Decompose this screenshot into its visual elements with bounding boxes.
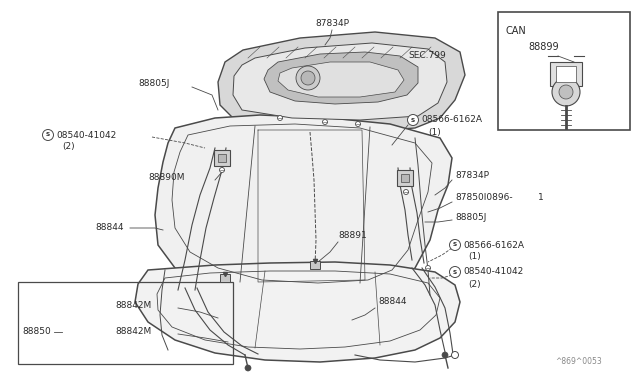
Text: 88805J: 88805J xyxy=(138,80,170,89)
Polygon shape xyxy=(233,43,447,120)
Polygon shape xyxy=(155,115,452,298)
Circle shape xyxy=(220,167,225,173)
Circle shape xyxy=(552,78,580,106)
Text: CAN: CAN xyxy=(506,26,527,36)
Text: (1): (1) xyxy=(468,253,481,262)
Text: 88850: 88850 xyxy=(22,327,51,337)
Text: S: S xyxy=(453,269,457,275)
Bar xyxy=(214,150,230,166)
Text: S: S xyxy=(453,243,457,247)
Bar xyxy=(218,154,226,162)
Text: 08566-6162A: 08566-6162A xyxy=(463,241,524,250)
Text: 08540-41042: 08540-41042 xyxy=(56,131,116,140)
Text: ^869^0053: ^869^0053 xyxy=(556,357,602,366)
Circle shape xyxy=(245,365,251,371)
Circle shape xyxy=(355,122,360,126)
Text: SEC.799: SEC.799 xyxy=(408,51,445,60)
Text: 88844: 88844 xyxy=(378,298,406,307)
Circle shape xyxy=(403,189,408,195)
Text: (2): (2) xyxy=(468,279,481,289)
Polygon shape xyxy=(264,52,418,104)
Circle shape xyxy=(296,66,320,90)
Text: 88899: 88899 xyxy=(528,42,559,52)
Circle shape xyxy=(449,240,461,250)
Circle shape xyxy=(449,266,461,278)
Text: 87834P: 87834P xyxy=(455,170,489,180)
Text: (1): (1) xyxy=(428,128,441,137)
Text: S: S xyxy=(411,118,415,122)
Circle shape xyxy=(278,115,282,121)
Bar xyxy=(310,262,321,269)
Circle shape xyxy=(42,129,54,141)
Text: 87834P: 87834P xyxy=(315,19,349,28)
Bar xyxy=(556,66,576,82)
Bar xyxy=(220,275,230,282)
Text: 88805J: 88805J xyxy=(455,214,486,222)
Text: 88842M: 88842M xyxy=(115,301,151,310)
Text: 88891: 88891 xyxy=(338,231,367,240)
Circle shape xyxy=(301,71,315,85)
Bar xyxy=(18,282,233,364)
Polygon shape xyxy=(135,262,460,362)
Circle shape xyxy=(426,266,431,270)
Text: 1: 1 xyxy=(538,193,544,202)
Circle shape xyxy=(442,352,448,358)
Bar xyxy=(401,174,409,182)
Circle shape xyxy=(559,85,573,99)
Text: 87850I0896-: 87850I0896- xyxy=(455,193,513,202)
Text: 88844: 88844 xyxy=(95,224,124,232)
Polygon shape xyxy=(218,32,465,132)
Circle shape xyxy=(408,115,419,125)
Text: 88890M: 88890M xyxy=(148,173,184,183)
Text: S: S xyxy=(46,132,50,138)
Text: (2): (2) xyxy=(62,142,75,151)
Circle shape xyxy=(451,352,458,359)
Bar xyxy=(397,170,413,186)
Circle shape xyxy=(323,119,328,125)
Text: 88842M: 88842M xyxy=(115,327,151,337)
Bar xyxy=(550,62,582,86)
Bar xyxy=(498,12,630,130)
Text: 08540-41042: 08540-41042 xyxy=(463,267,524,276)
Text: 08566-6162A: 08566-6162A xyxy=(421,115,482,125)
Polygon shape xyxy=(278,62,404,97)
